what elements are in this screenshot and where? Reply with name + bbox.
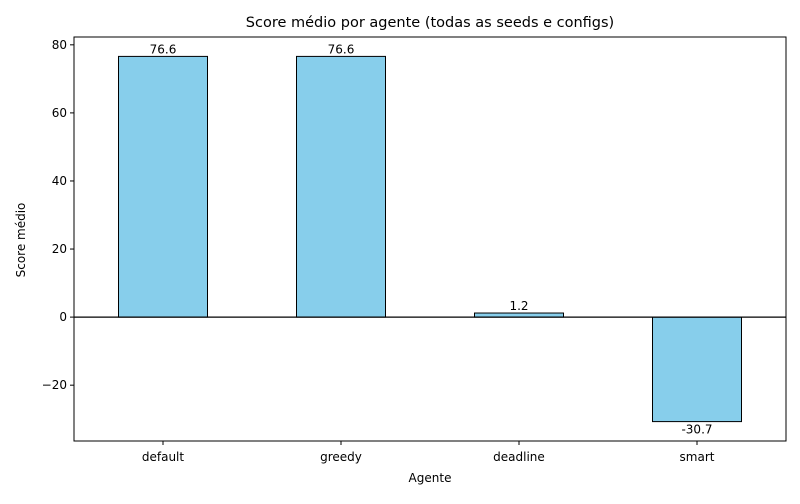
y-axis-label: Score médio: [14, 203, 28, 278]
chart-title: Score médio por agente (todas as seeds e…: [246, 15, 614, 31]
y-tick-label: 20: [52, 242, 67, 256]
x-tick-label-default: default: [142, 450, 185, 464]
bar-greedy: [296, 55, 386, 318]
plot-area: 76.6 76.6 1.2 -30.7 −20 0 20 40 60 80 default greed…: [42, 36, 787, 464]
bar-smart: [652, 316, 742, 423]
data-label-smart: -30.7: [681, 423, 712, 437]
data-label-deadline: 1.2: [509, 299, 528, 313]
y-tick-label: −20: [42, 378, 67, 392]
bar-default: [118, 55, 208, 318]
x-tick-label-smart: smart: [680, 450, 715, 464]
x-tick-label-deadline: deadline: [493, 450, 545, 464]
x-axis-label: Agente: [409, 471, 452, 485]
y-tick-label: 80: [52, 38, 67, 52]
x-tick-label-greedy: greedy: [320, 450, 362, 464]
data-label-default: 76.6: [150, 42, 177, 56]
data-label-greedy: 76.6: [328, 42, 355, 56]
bar-deadline: [474, 312, 564, 318]
y-tick-label: 0: [59, 310, 67, 324]
y-tick-label: 40: [52, 174, 67, 188]
y-tick-label: 60: [52, 106, 67, 120]
plot-frame: [73, 36, 787, 442]
